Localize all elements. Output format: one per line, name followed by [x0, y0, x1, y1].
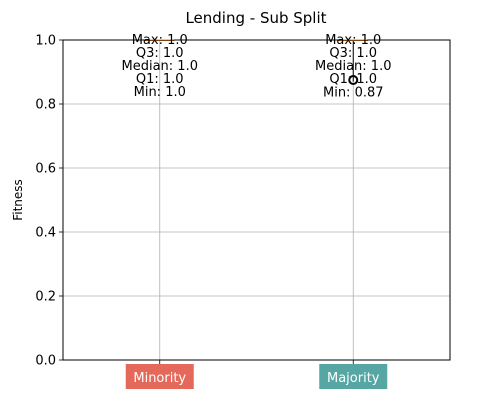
- plot-area: [62, 39, 451, 361]
- category-label: Majority: [327, 371, 380, 386]
- outlier-point: [348, 75, 359, 85]
- box-marks: [145, 39, 368, 85]
- stat-annotation: Q3: 1.0: [329, 46, 377, 61]
- y-tick-label: 0.4: [35, 226, 56, 241]
- stat-annotation: Q1: 1.0: [136, 72, 184, 87]
- category-label: Minority: [133, 371, 186, 386]
- stat-annotation: Max: 1.0: [132, 33, 188, 48]
- y-axis-ticks: 0.0 0.2 0.4 0.6 0.8 1.0: [35, 34, 63, 369]
- category-label-box: [125, 364, 194, 389]
- stat-annotation: Median: 1.0: [315, 59, 391, 74]
- grid-lines: [63, 39, 450, 361]
- y-tick-label: 0.2: [35, 290, 56, 305]
- stat-annotation: Max: 1.0: [325, 33, 381, 48]
- stat-annotation: Min: 1.0: [134, 85, 186, 100]
- category-labels: Minority Majority: [125, 364, 388, 389]
- stat-annotation: Q3: 1.0: [136, 46, 184, 61]
- stat-annotation: Min: 0.87: [323, 86, 384, 101]
- y-tick-label: 0.6: [35, 162, 56, 177]
- category-label-box: [319, 364, 388, 389]
- stat-annotation: Median: 1.0: [122, 59, 198, 74]
- x-axis-ticks: [159, 360, 354, 364]
- y-axis-label: Fitness: [11, 179, 25, 221]
- stat-annotation: Q1: 1.0: [329, 72, 377, 87]
- y-tick-label: 0.0: [35, 354, 56, 369]
- y-tick-label: 0.8: [35, 98, 56, 113]
- chart-title: Lending - Sub Split: [185, 9, 326, 27]
- y-tick-label: 1.0: [35, 34, 56, 49]
